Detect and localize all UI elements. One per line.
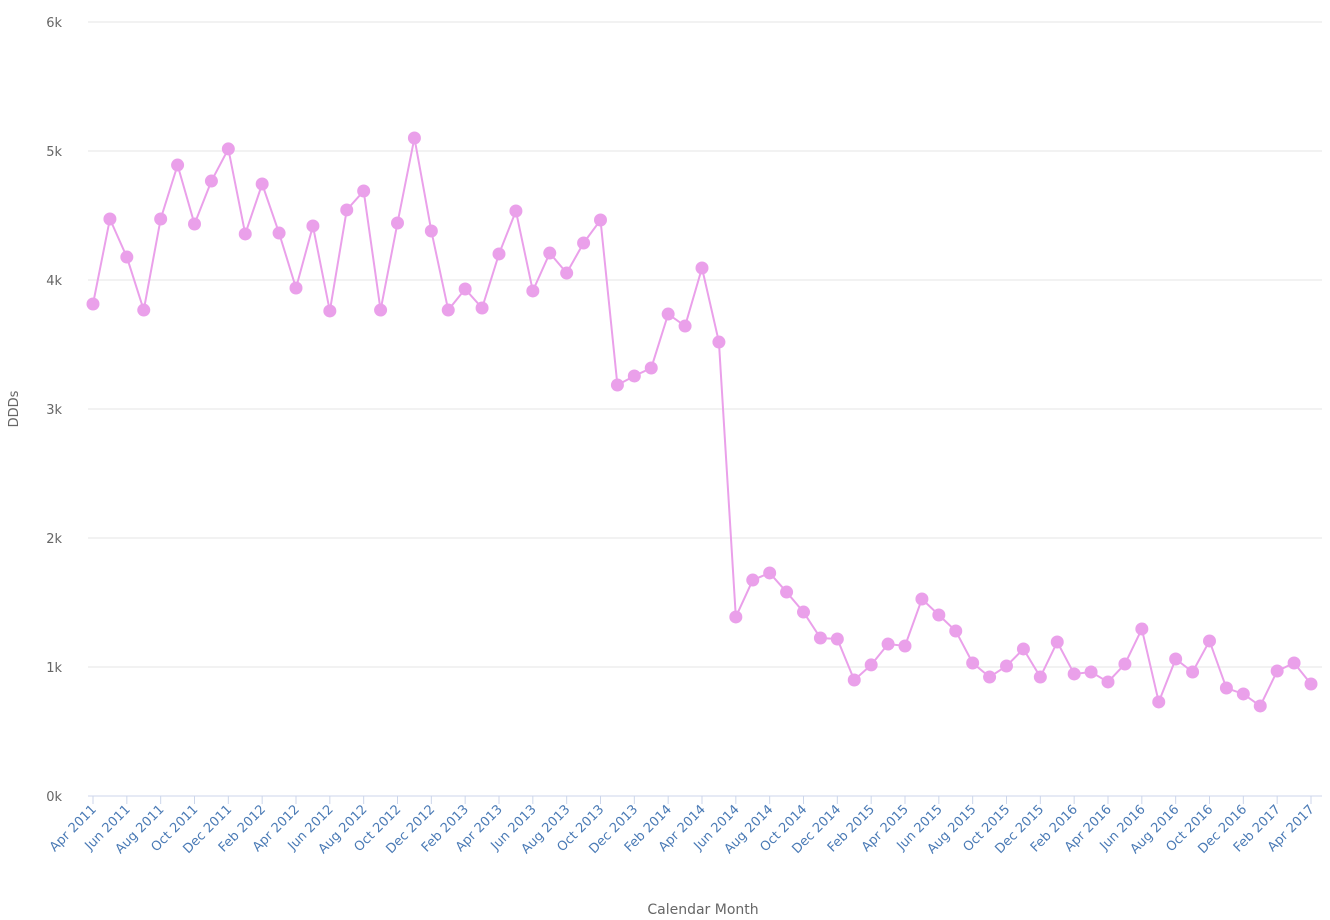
marker	[678, 319, 692, 333]
marker	[458, 282, 472, 296]
y-tick-label: 2k	[46, 532, 62, 547]
marker	[1219, 681, 1233, 695]
y-tick-label: 3k	[46, 403, 62, 418]
marker	[746, 573, 760, 587]
marker	[357, 184, 371, 198]
marker	[1135, 622, 1149, 636]
marker	[1067, 667, 1081, 681]
marker	[932, 608, 946, 622]
marker	[340, 203, 354, 217]
marker	[577, 236, 591, 250]
marker	[255, 177, 269, 191]
marker	[391, 216, 404, 230]
marker	[712, 335, 726, 349]
marker	[1016, 642, 1030, 656]
marker	[610, 378, 624, 392]
marker	[594, 213, 607, 227]
marker	[475, 301, 489, 315]
marker	[272, 226, 286, 240]
marker	[171, 158, 185, 172]
marker	[983, 670, 997, 684]
x-axis-label: Calendar Month	[647, 902, 758, 918]
y-tick-label: 4k	[46, 274, 62, 289]
marker	[526, 284, 540, 298]
marker	[966, 656, 980, 670]
marker	[813, 631, 827, 645]
marker	[560, 266, 574, 280]
marker	[1304, 677, 1318, 691]
y-tick-label: 5k	[46, 145, 62, 160]
marker	[543, 246, 557, 260]
marker	[238, 227, 252, 241]
marker	[949, 624, 963, 638]
y-tick-label: 6k	[46, 16, 62, 31]
marker	[221, 142, 235, 156]
marker	[509, 204, 523, 218]
marker	[1084, 665, 1098, 679]
marker	[729, 610, 743, 624]
marker	[864, 658, 878, 672]
marker	[797, 605, 810, 619]
marker	[1033, 670, 1047, 684]
marker	[847, 673, 861, 687]
y-tick-label: 1k	[46, 661, 62, 676]
marker	[1203, 634, 1216, 648]
marker	[407, 131, 421, 145]
marker	[1287, 656, 1301, 670]
marker	[374, 303, 388, 317]
marker	[1101, 675, 1115, 689]
marker	[780, 585, 794, 599]
marker	[188, 217, 201, 231]
marker	[915, 592, 929, 606]
marker	[306, 219, 320, 233]
marker	[120, 250, 134, 264]
marker	[424, 224, 438, 238]
marker	[204, 174, 218, 188]
marker	[323, 304, 337, 318]
marker	[644, 361, 658, 375]
marker	[627, 369, 641, 383]
marker	[763, 566, 777, 580]
marker	[1270, 664, 1284, 678]
marker	[441, 303, 455, 317]
marker	[898, 639, 912, 653]
marker	[154, 212, 168, 226]
marker	[1152, 695, 1166, 709]
marker	[1186, 665, 1200, 679]
marker	[830, 632, 844, 646]
marker	[86, 297, 100, 311]
y-axis-label: DDDs	[7, 390, 22, 427]
marker	[661, 307, 675, 321]
marker	[1169, 652, 1183, 666]
marker	[881, 637, 895, 651]
marker	[289, 281, 303, 295]
marker	[103, 212, 117, 226]
marker	[695, 261, 709, 275]
marker	[1000, 659, 1013, 673]
line	[92, 137, 1312, 708]
marker	[137, 303, 151, 317]
marker	[1118, 657, 1132, 671]
y-tick-label: 0k	[46, 790, 62, 805]
marker	[1253, 699, 1267, 713]
marker	[492, 247, 506, 261]
marker	[1236, 687, 1250, 701]
marker	[1050, 635, 1064, 649]
